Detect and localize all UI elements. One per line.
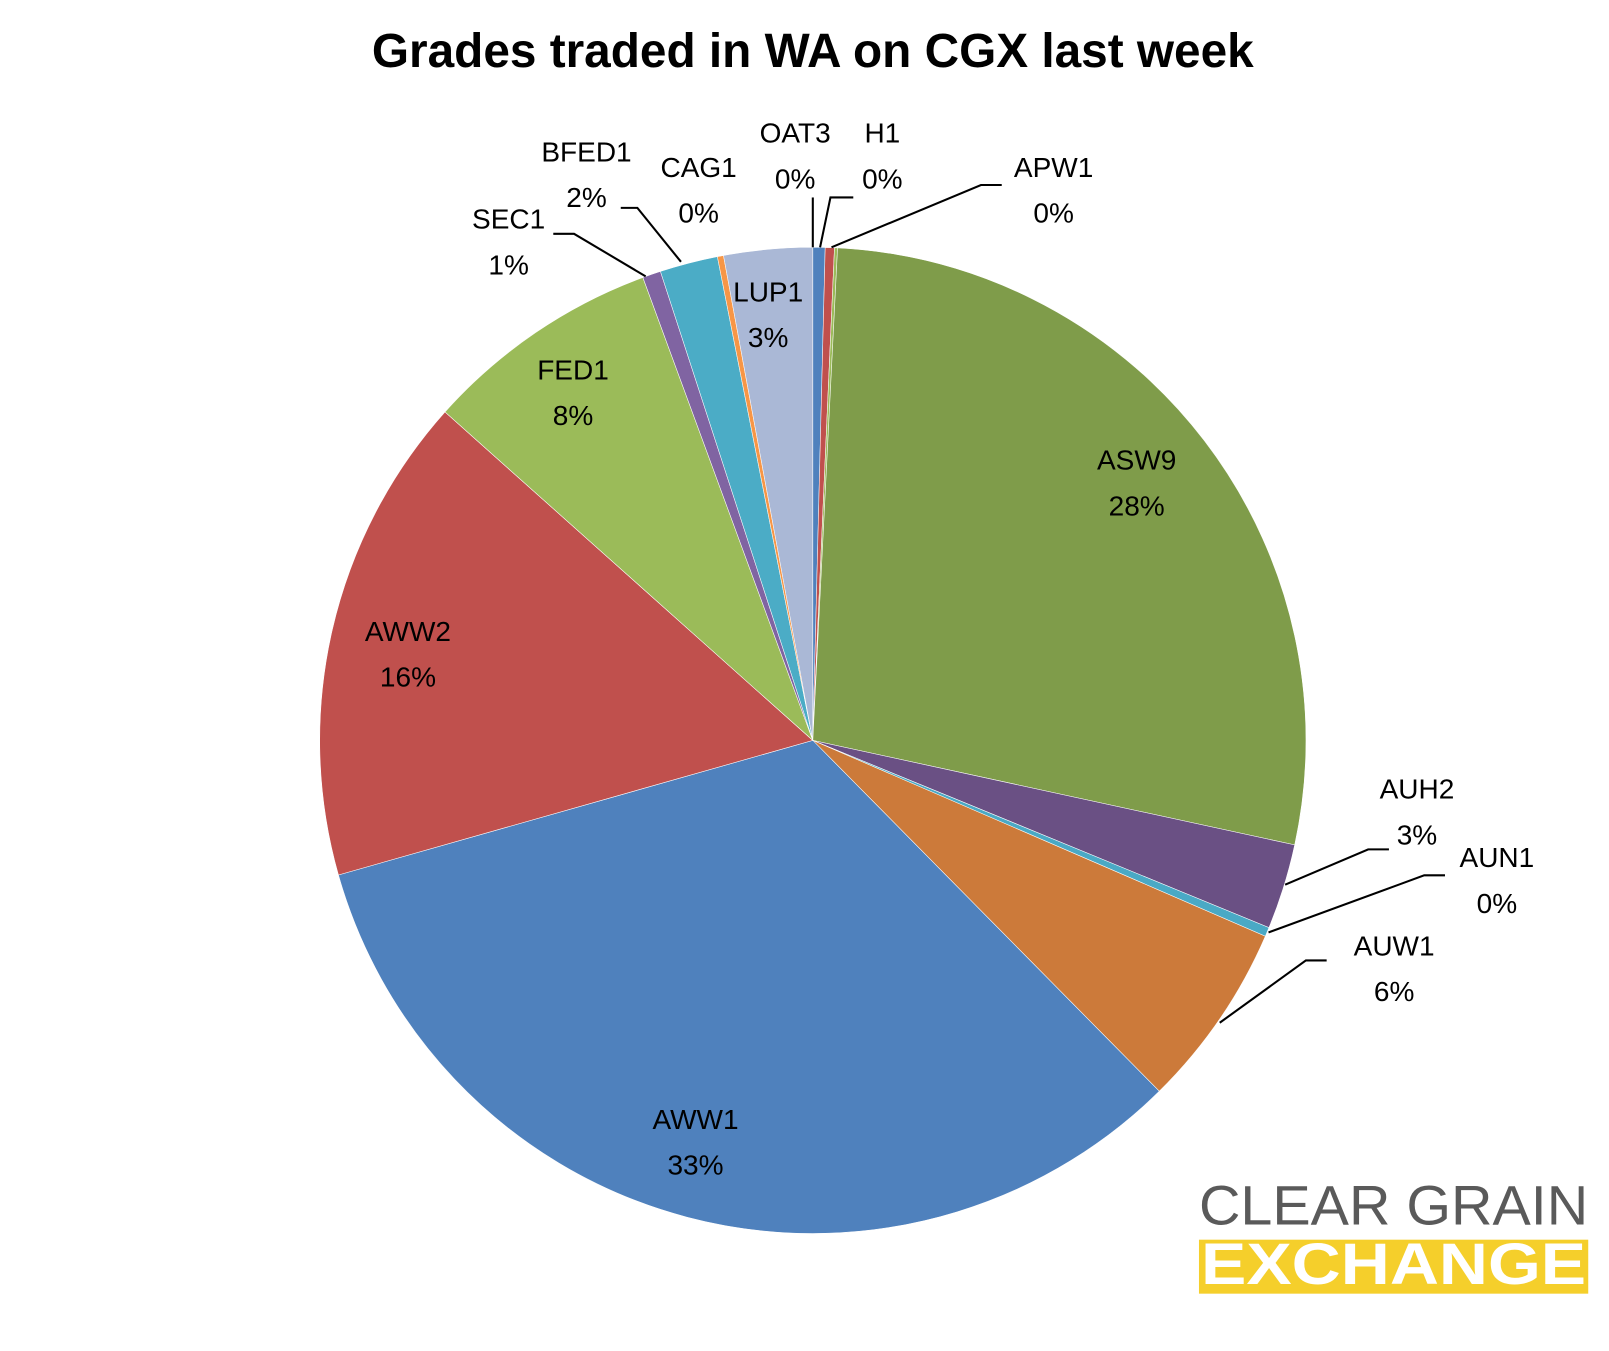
slice-label: AUW1 — [1354, 930, 1435, 961]
value-label: 6% — [1374, 976, 1415, 1007]
logo-band — [1198, 1239, 1589, 1294]
pie — [319, 247, 1307, 1234]
slice-label: AWW1 — [652, 1104, 738, 1135]
value-label: 0% — [1033, 198, 1074, 229]
labels: OAT3 0% H1 0% APW1 0% ASW9 28% AUH2 3% AUN1 0% AUW1 6… — [365, 118, 1534, 1181]
leader-line — [1219, 959, 1327, 1024]
slice-label: SEC1 — [472, 204, 545, 235]
value-label: 8% — [553, 400, 594, 431]
slice-label: OAT3 — [760, 118, 831, 149]
slice-label: CAG1 — [660, 152, 736, 183]
slice-label: FED1 — [537, 354, 609, 385]
slice-label: H1 — [864, 118, 900, 149]
value-label: 3% — [1397, 819, 1437, 850]
logo-line1: CLEAR GRAIN — [1199, 1173, 1588, 1236]
slice-label: ASW9 — [1097, 445, 1176, 476]
value-label: 16% — [380, 662, 436, 693]
slice — [338, 740, 1160, 1234]
value-label: 2% — [566, 182, 606, 213]
slice-label: APW1 — [1014, 152, 1093, 183]
slice — [319, 411, 814, 876]
leader-line — [553, 232, 647, 278]
slice-label: AWW2 — [365, 616, 451, 647]
leader-line — [620, 206, 682, 263]
value-label: 3% — [748, 322, 789, 353]
value-label: 33% — [667, 1149, 723, 1180]
value-label: 28% — [1109, 490, 1165, 521]
value-label: 0% — [1477, 888, 1518, 919]
slice-label: LUP1 — [733, 276, 803, 307]
leader-line — [1268, 874, 1445, 934]
slice — [812, 247, 1307, 846]
value-label: 0% — [775, 163, 816, 194]
slice — [812, 740, 1266, 1092]
chart-title: Grades traded in WA on CGX last week — [372, 25, 1254, 78]
slice — [444, 277, 814, 741]
leader-line — [1284, 848, 1389, 886]
slice-label: BFED1 — [541, 136, 631, 167]
value-label: 1% — [488, 249, 529, 280]
slice-label: AUN1 — [1460, 842, 1535, 873]
logo-line2: EXCHANGE — [1201, 1232, 1586, 1297]
leader-line — [831, 183, 1002, 249]
leader-line — [819, 196, 854, 248]
slice-label: AUH2 — [1380, 774, 1455, 805]
value-label: 0% — [678, 198, 719, 229]
value-label: 0% — [862, 163, 902, 194]
